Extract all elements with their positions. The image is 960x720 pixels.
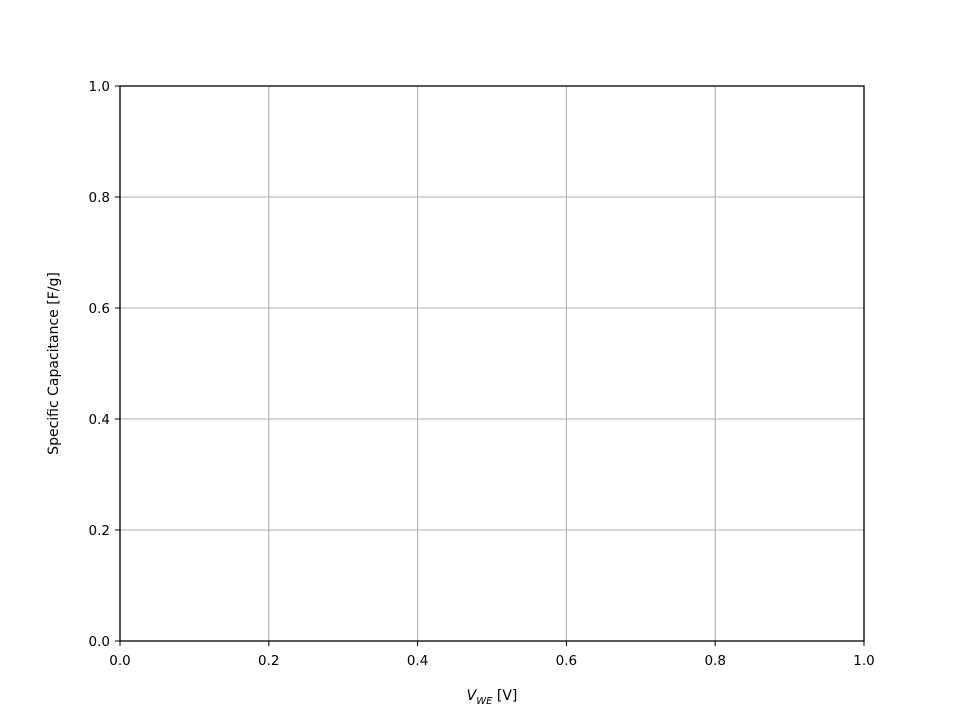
x-tick-label: 0.0 [109,653,130,669]
x-axis-label-main: V [467,688,478,704]
y-axis-ticks: 0.0 0.2 0.4 0.6 0.8 1.0 [89,79,120,650]
x-tick-label: 0.6 [556,653,577,669]
y-axis-label: Specific Capacitance [F/g] [46,272,62,455]
y-tick-label: 0.2 [89,523,110,539]
plot-frame [119,85,865,642]
x-axis-ticks: 0.0 0.2 0.4 0.6 0.8 1.0 [109,641,875,669]
y-tick-label: 1.0 [89,79,110,95]
x-axis-label-subscript: WE [476,696,493,707]
y-tick-label: 0.8 [89,190,110,206]
x-axis-label-unit: [V] [492,688,517,704]
x-axis-label: VWE [V] [467,688,518,707]
y-tick-label: 0.0 [89,634,110,650]
x-tick-label: 0.2 [258,653,279,669]
x-tick-label: 1.0 [853,653,874,669]
x-tick-label: 0.8 [704,653,725,669]
x-tick-label: 0.4 [407,653,428,669]
y-tick-label: 0.6 [89,301,110,317]
y-tick-label: 0.4 [89,412,110,428]
